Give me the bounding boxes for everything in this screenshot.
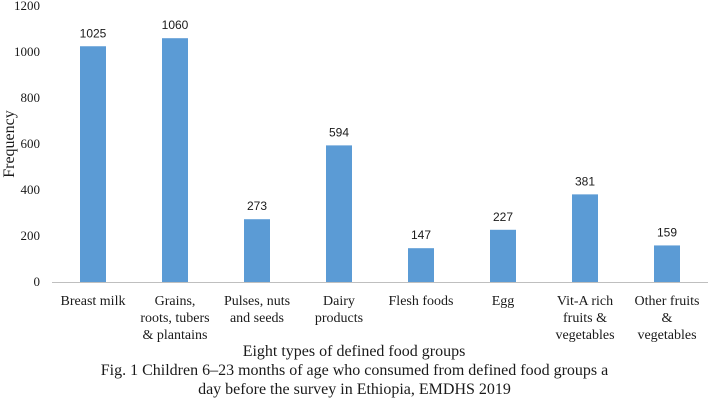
category-label: Dairy products [315,294,363,326]
bar [654,245,680,282]
data-labels: 1025 1060 273 594 147 227 381 159 [80,18,678,242]
category-label: Pulses, nuts and seeds [224,294,290,326]
bar [244,219,270,282]
y-axis-title: Frequency [1,110,18,178]
bar [408,248,434,282]
y-tick-label: 600 [21,136,41,151]
y-tick-label: 1000 [14,44,40,59]
y-tick-label: 1200 [14,0,40,13]
category-label: Other fruits & vegetables [635,294,700,343]
bar [162,38,188,283]
bar [572,194,598,282]
data-label: 1025 [80,26,107,40]
y-tick-label: 400 [21,182,41,197]
category-label: Vit-A rich fruits & vegetables [555,294,614,343]
bar [490,229,516,282]
data-label: 159 [657,225,677,239]
bar [326,145,352,282]
figure-caption-line-1: Fig. 1 Children 6–23 months of age who c… [100,362,609,379]
y-tick-label: 800 [21,90,41,105]
x-axis-title: Eight types of defined food groups [243,343,466,360]
y-tick-label: 0 [34,274,41,289]
bars [80,38,680,283]
category-label: Flesh foods [389,294,454,309]
data-label: 273 [247,199,267,213]
category-labels: Breast milk Grains, roots, tubers & plantai… [61,294,700,343]
data-label: 1060 [162,18,189,32]
category-label: Breast milk [61,294,126,309]
data-label: 381 [575,174,595,188]
y-tick-label: 200 [21,228,41,243]
category-label: Grains, roots, tubers & plantains [140,294,209,343]
data-label: 227 [493,210,513,224]
bar-chart: 0 200 400 600 800 1000 1200 1025 1060 273 594 147 2… [1,0,708,360]
y-axis-ticks: 0 200 400 600 800 1000 1200 [14,0,40,289]
data-label: 594 [329,125,349,139]
data-label: 147 [411,228,431,242]
bar [80,46,106,282]
figure-caption-line-2: day before the survey in Ethiopia, EMDHS… [198,381,511,398]
category-label: Egg [492,294,515,309]
